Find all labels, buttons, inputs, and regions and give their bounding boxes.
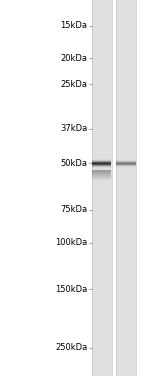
Bar bbox=[92, 169, 111, 170]
Bar bbox=[92, 160, 111, 161]
Bar bbox=[92, 164, 111, 165]
Text: 150kDa: 150kDa bbox=[55, 285, 87, 294]
Text: 250kDa: 250kDa bbox=[55, 343, 87, 352]
Bar bbox=[92, 165, 111, 166]
Bar bbox=[92, 178, 111, 179]
Bar bbox=[92, 177, 111, 178]
Text: 25kDa: 25kDa bbox=[60, 80, 87, 89]
Bar bbox=[92, 163, 111, 164]
Text: 37kDa: 37kDa bbox=[60, 124, 87, 133]
Bar bbox=[92, 157, 111, 158]
Bar bbox=[92, 161, 111, 162]
Text: 20kDa: 20kDa bbox=[60, 54, 87, 63]
Bar bbox=[92, 174, 111, 175]
Bar bbox=[92, 171, 111, 172]
Bar bbox=[92, 167, 111, 168]
Bar bbox=[92, 173, 111, 174]
Bar bbox=[92, 176, 111, 177]
Text: 100kDa: 100kDa bbox=[55, 238, 87, 247]
Text: 15kDa: 15kDa bbox=[60, 21, 87, 30]
Text: 75kDa: 75kDa bbox=[60, 205, 87, 214]
Bar bbox=[92, 162, 111, 163]
Bar bbox=[92, 175, 111, 176]
Bar bbox=[92, 170, 111, 171]
Bar bbox=[92, 159, 111, 160]
Bar bbox=[116, 0, 136, 376]
Bar bbox=[92, 158, 111, 159]
Bar bbox=[92, 0, 112, 376]
Bar bbox=[92, 166, 111, 167]
Text: 50kDa: 50kDa bbox=[60, 159, 87, 168]
Bar bbox=[92, 168, 111, 169]
Bar bbox=[92, 172, 111, 173]
Bar bbox=[92, 179, 111, 180]
